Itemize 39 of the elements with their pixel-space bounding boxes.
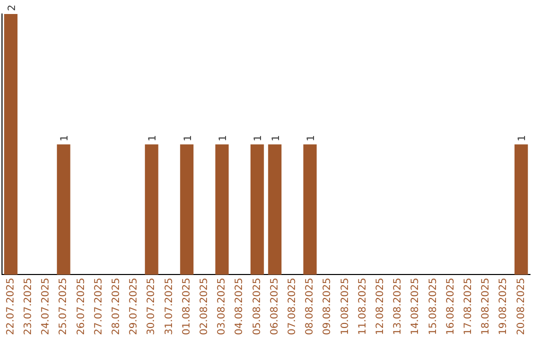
x-tick-label: 18.08.2025 <box>480 278 492 336</box>
x-tick-label: 28.07.2025 <box>110 278 122 336</box>
x-tick-label: 30.07.2025 <box>146 278 158 336</box>
x-tick-label: 12.08.2025 <box>374 278 386 336</box>
x-tick-label: 03.08.2025 <box>216 278 228 336</box>
x-tick-label: 25.07.2025 <box>58 278 70 336</box>
data-label: 1 <box>306 134 317 142</box>
x-tick-label: 15.08.2025 <box>428 278 439 336</box>
x-tick-label: 06.08.2025 <box>269 278 280 336</box>
x-tick-label: 11.08.2025 <box>357 278 368 336</box>
x-tick-label: 23.07.2025 <box>22 278 34 336</box>
x-tick-label: 07.08.2025 <box>286 278 298 336</box>
x-tick-label: 14.08.2025 <box>410 278 422 336</box>
data-label: 1 <box>182 134 194 142</box>
x-tick-label: 10.08.2025 <box>340 278 351 336</box>
x-tick-label: 22.07.2025 <box>5 278 16 336</box>
data-label: 1 <box>270 134 282 142</box>
data-label: 2 <box>6 4 18 11</box>
x-tick-label: 08.08.2025 <box>304 278 316 336</box>
x-tick-label: 26.07.2025 <box>76 278 87 336</box>
data-label: 1 <box>517 134 528 142</box>
data-label: 1 <box>148 134 159 142</box>
x-tick-label: 27.07.2025 <box>93 278 104 336</box>
x-tick-label: 29.07.2025 <box>128 278 140 336</box>
data-label: 1 <box>60 134 71 142</box>
x-tick-label: 04.08.2025 <box>234 278 246 336</box>
x-tick-label: 02.08.2025 <box>198 278 210 336</box>
x-tick-label: 20.08.2025 <box>516 278 527 336</box>
x-tick-label: 13.08.2025 <box>392 278 404 336</box>
x-tick-label: 09.08.2025 <box>322 278 334 336</box>
x-tick-label: 16.08.2025 <box>445 278 456 336</box>
x-tick-label: 17.08.2025 <box>462 278 474 336</box>
x-tick-label: 05.08.2025 <box>252 278 263 336</box>
x-tick-label: 19.08.2025 <box>498 278 510 336</box>
x-tick-label: 01.08.2025 <box>181 278 192 336</box>
x-tick-label: 24.07.2025 <box>40 278 52 336</box>
data-label: 1 <box>253 134 264 142</box>
data-label: 1 <box>218 134 229 142</box>
x-tick-label: 31.07.2025 <box>164 278 175 336</box>
